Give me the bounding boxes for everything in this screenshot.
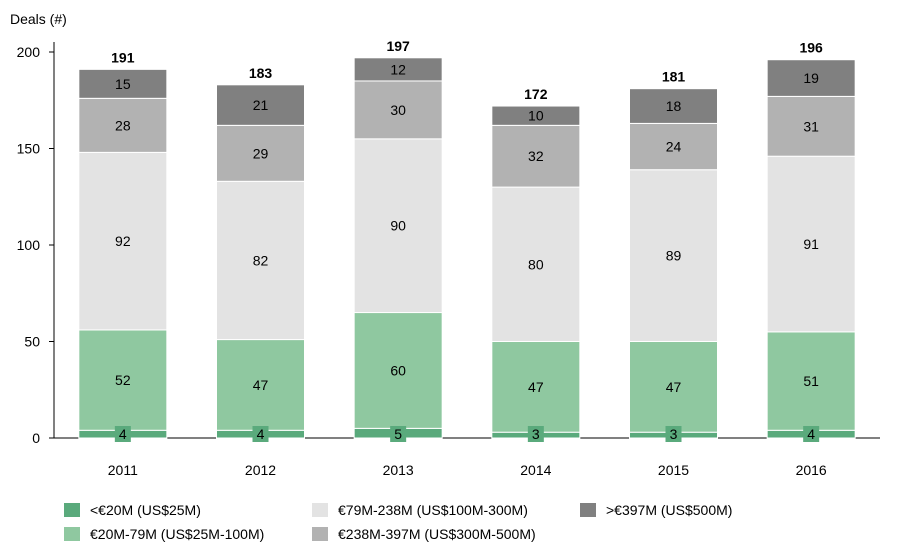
value-label: 19 bbox=[803, 70, 819, 86]
bar-segment bbox=[766, 59, 856, 97]
bar-segment bbox=[353, 80, 443, 140]
value-label: 28 bbox=[115, 117, 131, 133]
bar-segment bbox=[766, 331, 856, 431]
total-label: 191 bbox=[111, 49, 135, 65]
x-axis: 2011 2012 2013 2014 2015 2016 bbox=[54, 437, 880, 478]
value-label: 10 bbox=[528, 108, 544, 124]
legend-item: <€20M (US$25M) bbox=[64, 500, 201, 520]
bar-segment bbox=[629, 122, 718, 171]
legend-label: €79M-238M (US$100M-300M) bbox=[338, 502, 528, 518]
y-tick-label: 100 bbox=[17, 237, 41, 253]
value-label: 5 bbox=[394, 426, 402, 442]
value-label: 90 bbox=[390, 218, 406, 234]
value-label: 47 bbox=[253, 377, 269, 393]
legend-label: >€397M (US$500M) bbox=[606, 502, 733, 518]
value-label: 15 bbox=[115, 76, 131, 92]
value-label-box bbox=[114, 426, 131, 442]
value-label: 92 bbox=[115, 233, 131, 249]
bar-segment bbox=[629, 88, 718, 124]
legend-item: €238M-397M (US$300M-500M) bbox=[312, 524, 536, 544]
legend-item: €79M-238M (US$100M-300M) bbox=[312, 500, 528, 520]
value-label: 80 bbox=[528, 256, 544, 272]
value-label: 32 bbox=[528, 148, 544, 164]
legend-item: €20M-79M (US$25M-100M) bbox=[64, 524, 264, 544]
x-tick-label: 2012 bbox=[245, 462, 276, 478]
legend-label: <€20M (US$25M) bbox=[90, 502, 201, 518]
value-label: 3 bbox=[532, 426, 540, 442]
y-tick-label: 50 bbox=[24, 334, 40, 350]
x-tick-label: 2013 bbox=[383, 462, 414, 478]
value-label: 12 bbox=[390, 61, 406, 77]
value-label: 3 bbox=[670, 426, 678, 442]
bar-segment bbox=[216, 84, 305, 126]
legend-item: >€397M (US$500M) bbox=[580, 500, 732, 520]
value-label: 24 bbox=[666, 139, 682, 155]
value-label: 60 bbox=[390, 362, 406, 378]
legend: <€20M (US$25M) €20M-79M (US$25M-100M) €79M… bbox=[64, 500, 864, 548]
value-label: 47 bbox=[666, 379, 682, 395]
data-labels: 4529228151914478229211835609030121973478… bbox=[111, 38, 823, 442]
value-label-box bbox=[665, 426, 682, 442]
legend-swatch bbox=[312, 527, 328, 541]
legend-swatch bbox=[312, 503, 328, 517]
value-label: 21 bbox=[253, 97, 269, 113]
bar-segment bbox=[629, 341, 718, 433]
bars bbox=[78, 57, 856, 439]
legend-label: €20M-79M (US$25M-100M) bbox=[90, 526, 265, 542]
x-tick-label: 2016 bbox=[796, 462, 827, 478]
bar-segment bbox=[766, 155, 856, 333]
legend-swatch bbox=[64, 527, 80, 541]
bar-segment bbox=[629, 169, 718, 342]
y-axis-title: Deals (#) bbox=[10, 11, 67, 27]
x-tick-label: 2015 bbox=[658, 462, 689, 478]
value-label-box bbox=[252, 426, 269, 442]
value-label-box bbox=[390, 426, 407, 442]
value-label: 18 bbox=[666, 98, 682, 114]
value-label: 4 bbox=[257, 426, 265, 442]
legend-swatch bbox=[64, 503, 80, 517]
bar-segment bbox=[353, 57, 443, 82]
total-label: 172 bbox=[524, 86, 548, 102]
value-label: 29 bbox=[253, 145, 269, 161]
total-label: 197 bbox=[386, 38, 410, 54]
x-tick-label: 2011 bbox=[108, 462, 138, 478]
bar-segment bbox=[216, 339, 305, 431]
value-label: 30 bbox=[390, 102, 406, 118]
bar-segment bbox=[216, 180, 305, 341]
bar-segment bbox=[491, 105, 581, 126]
y-tick-label: 0 bbox=[32, 430, 40, 446]
y-axis: 0 50 100 150 200 bbox=[17, 42, 55, 446]
bar-segment bbox=[491, 186, 581, 342]
value-label: 91 bbox=[803, 236, 819, 252]
y-tick-label: 150 bbox=[17, 141, 41, 157]
total-label: 196 bbox=[799, 40, 823, 56]
value-label: 31 bbox=[803, 118, 819, 134]
value-label: 47 bbox=[528, 379, 544, 395]
bar-segment bbox=[78, 97, 168, 153]
total-label: 183 bbox=[249, 65, 273, 81]
total-label: 181 bbox=[662, 69, 686, 85]
value-label: 4 bbox=[807, 426, 815, 442]
legend-swatch bbox=[580, 503, 596, 517]
bar-segment bbox=[78, 68, 168, 99]
value-label: 51 bbox=[803, 373, 819, 389]
bar-segment bbox=[353, 138, 443, 314]
value-label-box bbox=[803, 426, 820, 442]
value-label: 89 bbox=[666, 248, 682, 264]
value-label: 82 bbox=[253, 252, 269, 268]
value-label-box bbox=[527, 426, 544, 442]
y-tick-label: 200 bbox=[17, 44, 41, 60]
bar-segment bbox=[216, 124, 305, 182]
legend-label: €238M-397M (US$300M-500M) bbox=[338, 526, 536, 542]
value-label: 52 bbox=[115, 372, 131, 388]
x-tick-label: 2014 bbox=[520, 462, 551, 478]
value-label: 4 bbox=[119, 426, 127, 442]
bar-segment bbox=[78, 151, 168, 331]
